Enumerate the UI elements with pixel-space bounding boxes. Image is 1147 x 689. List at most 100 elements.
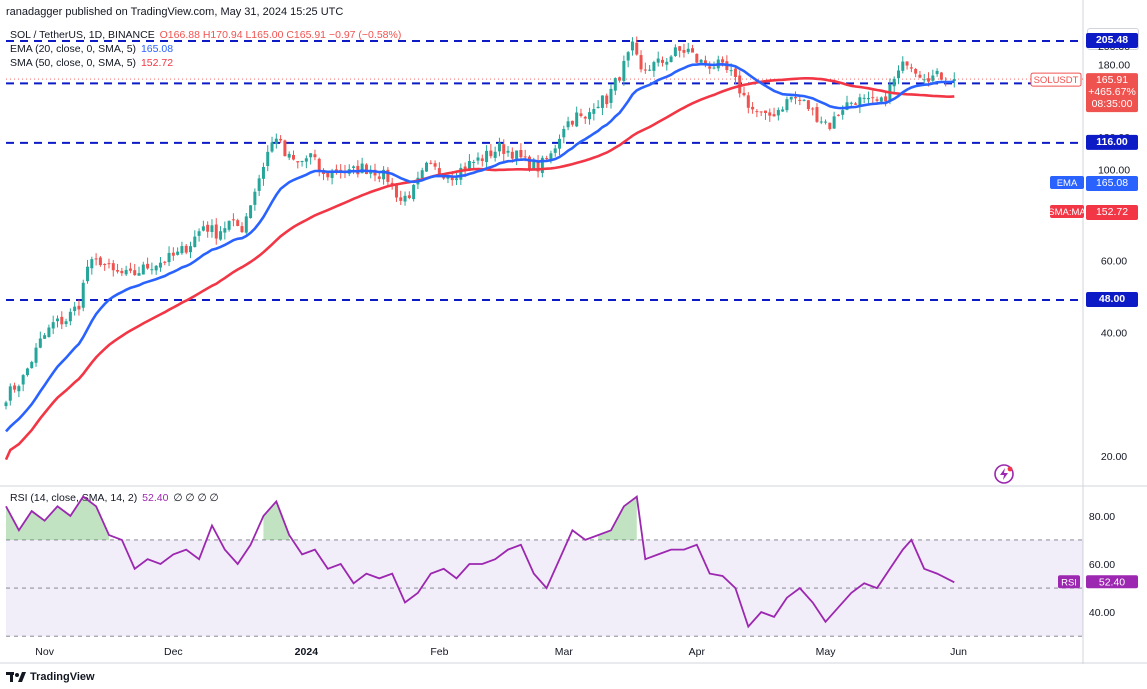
lightning-icon[interactable] bbox=[994, 464, 1014, 484]
candle[interactable] bbox=[952, 72, 956, 88]
candle[interactable] bbox=[189, 241, 193, 259]
candle[interactable] bbox=[695, 53, 699, 64]
candle[interactable] bbox=[283, 139, 287, 157]
candle[interactable] bbox=[858, 93, 862, 114]
candle[interactable] bbox=[776, 107, 780, 121]
candle[interactable] bbox=[261, 162, 265, 186]
candle[interactable] bbox=[485, 145, 489, 168]
candle[interactable] bbox=[828, 122, 832, 131]
candle[interactable] bbox=[274, 133, 278, 149]
candle[interactable] bbox=[184, 244, 188, 255]
candle[interactable] bbox=[656, 51, 660, 67]
candle[interactable] bbox=[781, 106, 785, 113]
candle[interactable] bbox=[493, 146, 497, 162]
candle[interactable] bbox=[738, 70, 742, 98]
candle[interactable] bbox=[660, 56, 664, 67]
candle[interactable] bbox=[896, 65, 900, 85]
candle[interactable] bbox=[236, 218, 240, 227]
candle[interactable] bbox=[206, 221, 210, 238]
candle[interactable] bbox=[575, 106, 579, 128]
candle[interactable] bbox=[918, 71, 922, 79]
candle[interactable] bbox=[862, 94, 866, 104]
candle[interactable] bbox=[588, 107, 592, 125]
candle[interactable] bbox=[356, 160, 360, 178]
candle[interactable] bbox=[352, 165, 356, 175]
candle[interactable] bbox=[467, 154, 471, 172]
candle[interactable] bbox=[836, 114, 840, 117]
candle[interactable] bbox=[768, 108, 772, 122]
candle[interactable] bbox=[223, 221, 227, 240]
candle[interactable] bbox=[68, 308, 72, 326]
candle[interactable] bbox=[605, 93, 609, 108]
candle[interactable] bbox=[219, 226, 223, 241]
candle[interactable] bbox=[60, 311, 64, 330]
candle[interactable] bbox=[669, 54, 673, 63]
candle[interactable] bbox=[201, 220, 205, 232]
candle[interactable] bbox=[811, 107, 815, 116]
candle[interactable] bbox=[180, 241, 184, 255]
candle[interactable] bbox=[798, 96, 802, 106]
candle[interactable] bbox=[596, 100, 600, 109]
candle[interactable] bbox=[55, 315, 59, 328]
candle[interactable] bbox=[403, 191, 407, 206]
candle[interactable] bbox=[163, 260, 167, 266]
candle[interactable] bbox=[124, 265, 128, 277]
candle[interactable] bbox=[249, 205, 253, 219]
candle[interactable] bbox=[794, 91, 798, 105]
candle[interactable] bbox=[678, 46, 682, 58]
candle[interactable] bbox=[382, 166, 386, 185]
candle[interactable] bbox=[682, 43, 686, 58]
candle[interactable] bbox=[21, 374, 25, 392]
current-price-label[interactable]: 165.91+465.67%08:35:00 bbox=[1086, 73, 1138, 113]
candle[interactable] bbox=[51, 315, 55, 335]
candle[interactable] bbox=[412, 184, 416, 202]
candle[interactable] bbox=[939, 71, 943, 81]
legend-ema-row[interactable]: EMA (20, close, 0, SMA, 5) 165.08 bbox=[10, 43, 173, 55]
candle[interactable] bbox=[266, 145, 270, 172]
candle[interactable] bbox=[746, 92, 750, 114]
candle[interactable] bbox=[553, 144, 557, 157]
candle[interactable] bbox=[4, 400, 8, 410]
candle[interactable] bbox=[176, 247, 180, 256]
candle[interactable] bbox=[399, 190, 403, 205]
candle[interactable] bbox=[94, 253, 98, 266]
candle[interactable] bbox=[733, 66, 737, 85]
rsi-value-label[interactable]: RSI 52.40 bbox=[1058, 575, 1138, 589]
candle[interactable] bbox=[240, 222, 244, 234]
candle[interactable] bbox=[296, 161, 300, 169]
candle[interactable] bbox=[480, 154, 484, 167]
candle[interactable] bbox=[626, 51, 630, 68]
candle[interactable] bbox=[193, 230, 197, 248]
candle[interactable] bbox=[759, 111, 763, 117]
candle[interactable] bbox=[536, 155, 540, 178]
candle[interactable] bbox=[197, 228, 201, 242]
candle[interactable] bbox=[665, 57, 669, 71]
candle[interactable] bbox=[583, 115, 587, 125]
candle[interactable] bbox=[609, 83, 613, 109]
candle[interactable] bbox=[313, 149, 317, 161]
symbol-tag[interactable]: SOLUSDT bbox=[1030, 72, 1082, 87]
candle[interactable] bbox=[630, 37, 634, 56]
ema-price-label[interactable]: 165.08 bbox=[1086, 176, 1138, 191]
candle[interactable] bbox=[742, 86, 746, 97]
candle[interactable] bbox=[866, 91, 870, 105]
candle[interactable] bbox=[137, 266, 141, 276]
sma-tag[interactable]: SMA:MA bbox=[1048, 205, 1086, 218]
candle[interactable] bbox=[133, 263, 137, 276]
candle[interactable] bbox=[150, 262, 154, 275]
candle[interactable] bbox=[279, 135, 283, 144]
candle[interactable] bbox=[43, 332, 47, 339]
rsi-line[interactable] bbox=[5, 494, 955, 629]
candle[interactable] bbox=[158, 257, 162, 272]
candle[interactable] bbox=[849, 101, 853, 106]
candle[interactable] bbox=[141, 261, 145, 275]
candle[interactable] bbox=[30, 360, 34, 369]
candle[interactable] bbox=[613, 77, 617, 96]
candle[interactable] bbox=[755, 109, 759, 118]
candle[interactable] bbox=[433, 160, 437, 170]
candle[interactable] bbox=[691, 44, 695, 53]
candle[interactable] bbox=[86, 259, 90, 284]
candle[interactable] bbox=[914, 67, 918, 78]
candle[interactable] bbox=[497, 137, 501, 157]
